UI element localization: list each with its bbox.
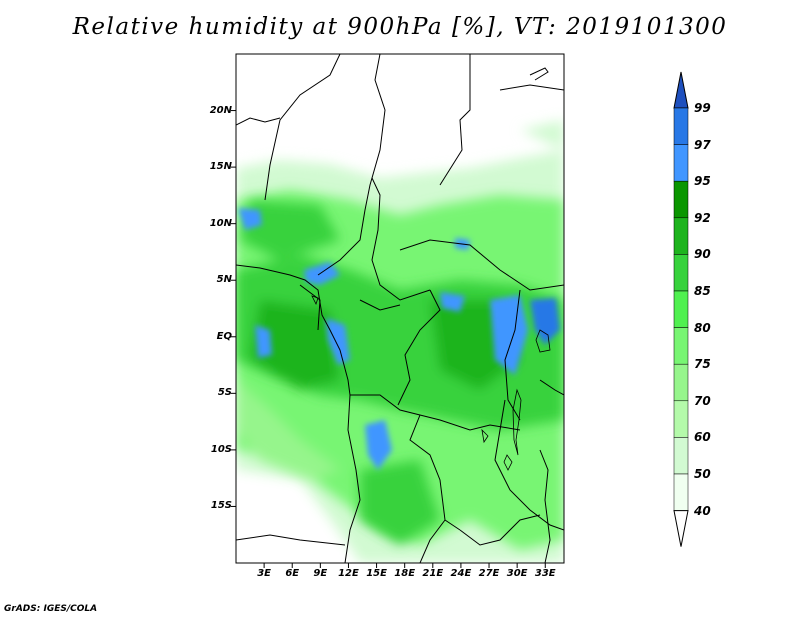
colorbar-label: 97 [694, 137, 711, 152]
lat-tick-label: 10S [210, 443, 232, 455]
lon-tick-label: 27E [478, 568, 500, 579]
colorbar-label: 70 [694, 393, 711, 408]
colorbar-segment [673, 217, 689, 255]
lat-tick-label: 15N [209, 161, 232, 173]
humidity-field [236, 54, 564, 563]
lat-ticks [231, 110, 236, 507]
colorbar-segment [673, 180, 689, 219]
lat-tick-label: 5N [216, 274, 232, 286]
humidity-95-plus [238, 208, 560, 470]
colorbar-segment [673, 327, 689, 365]
lon-tick-label: 9E [313, 568, 328, 579]
lon-tick-label: 6E [285, 568, 300, 579]
colorbar-label: 90 [694, 247, 711, 262]
lon-tick-label: 15E [366, 568, 387, 579]
country-borders [236, 54, 564, 563]
lon-tick-label: 12E [338, 568, 359, 579]
lon-tick-label: 21E [422, 568, 444, 579]
colorbar-segment [673, 363, 689, 402]
colorbar-segment [673, 107, 689, 145]
colorbar-label: 75 [694, 357, 711, 372]
colorbar-bottom-triangle [673, 510, 689, 547]
credit-label: GrADS: IGES/COLA [4, 604, 98, 614]
lat-tick-label: 15S [210, 500, 232, 512]
map-frame [235, 53, 565, 564]
colorbar-label: 95 [694, 174, 711, 189]
lat-tick-label: 5S [217, 387, 232, 399]
colorbar-label: 92 [694, 210, 711, 225]
colorbar-top-triangle [673, 71, 689, 109]
lon-tick-label: 30E [506, 568, 528, 579]
lon-tick-label: 33E [534, 568, 556, 579]
colorbar-label: 99 [694, 101, 711, 115]
lat-tick-label: EQ [216, 330, 232, 342]
lon-tick-label: 18E [394, 568, 416, 579]
colorbar-label: 85 [694, 284, 711, 298]
colorbar-segment [673, 473, 689, 511]
colorbar-label: 50 [694, 467, 711, 481]
lon-ticks [263, 563, 546, 568]
lat-tick-label: 10N [209, 217, 232, 229]
colorbar-label: 60 [694, 430, 711, 445]
lon-tick-label: 3E [257, 568, 272, 579]
lakes-outlines [311, 295, 551, 471]
colorbar-label: 80 [694, 320, 711, 335]
colorbar-segment [673, 437, 689, 475]
colorbar-label: 40 [694, 503, 711, 518]
lat-tick-label: 20N [209, 104, 232, 116]
plot-title: Relative humidity at 900hPa [%], VT: 201… [72, 14, 728, 40]
colorbar-segment [673, 400, 689, 438]
lon-tick-label: 24E [450, 568, 472, 579]
colorbar-segment [673, 290, 689, 328]
colorbar-segment [673, 254, 689, 292]
colorbar-segment [673, 144, 689, 182]
